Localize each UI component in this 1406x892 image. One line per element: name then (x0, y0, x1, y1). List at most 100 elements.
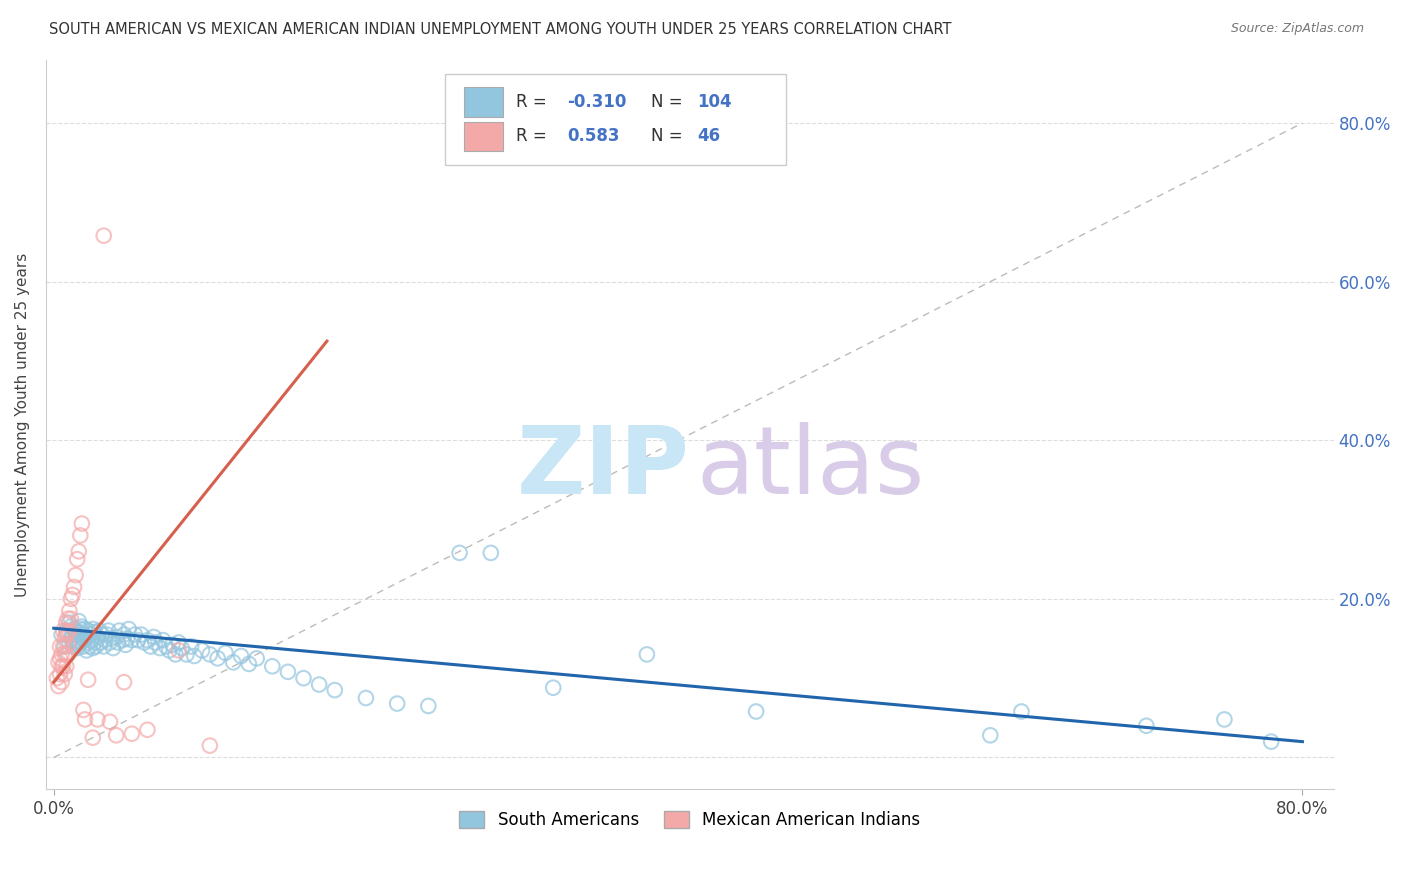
Point (72, 703, 94, 717)
Point (56, 648, 79, 662)
Point (56, 612, 79, 626)
Point (191, 643, 214, 657)
Point (58, 624, 80, 638)
Point (1135, 719, 1157, 733)
Point (418, 698, 440, 713)
Point (100, 632, 122, 646)
Point (277, 665, 299, 679)
Point (86, 630, 108, 644)
Point (80, 633, 103, 648)
Point (55, 624, 77, 638)
Point (745, 705, 768, 719)
Point (65, 624, 87, 638)
Point (67, 625, 90, 640)
Point (55, 648, 77, 662)
Text: -0.310: -0.310 (568, 93, 627, 111)
Point (229, 648, 252, 663)
FancyBboxPatch shape (464, 121, 503, 151)
Point (84, 640, 107, 654)
Point (111, 633, 134, 648)
Point (70, 516, 93, 531)
Point (167, 635, 190, 649)
Point (52, 659, 75, 673)
Point (48, 679, 70, 693)
Point (77, 635, 100, 649)
Point (77, 624, 100, 638)
Point (214, 646, 236, 660)
Point (87, 624, 110, 638)
Point (1011, 705, 1033, 719)
Point (385, 697, 408, 711)
Point (52, 640, 75, 654)
Point (53, 648, 76, 662)
Point (636, 648, 658, 662)
Point (292, 671, 315, 685)
Point (308, 677, 330, 691)
Point (167, 643, 190, 657)
Point (127, 633, 149, 648)
Point (121, 727, 143, 741)
Point (53, 640, 76, 654)
Text: Source: ZipAtlas.com: Source: ZipAtlas.com (1230, 22, 1364, 36)
Point (53, 667, 76, 681)
Point (112, 675, 135, 690)
Point (53, 632, 76, 646)
Point (121, 633, 143, 648)
Point (66, 627, 89, 641)
Point (63, 635, 86, 649)
Point (157, 643, 180, 657)
Point (52, 624, 75, 638)
Point (96, 627, 118, 641)
Point (72, 640, 94, 654)
Point (70, 632, 93, 646)
Point (63, 622, 86, 636)
Point (51, 627, 73, 641)
Point (139, 640, 162, 654)
Point (67, 544, 90, 558)
Point (112, 627, 135, 641)
Text: N =: N = (651, 128, 688, 145)
Point (62, 627, 84, 641)
Point (105, 728, 128, 742)
Point (170, 641, 193, 656)
Point (55, 659, 77, 673)
Point (51, 659, 73, 673)
Point (82, 622, 104, 636)
Point (1213, 713, 1236, 727)
Point (262, 659, 284, 673)
Point (198, 648, 221, 662)
Point (124, 627, 146, 641)
Text: ZIP: ZIP (517, 422, 690, 514)
Point (118, 622, 141, 636)
Point (77, 673, 100, 687)
Point (59, 591, 82, 606)
Point (180, 640, 202, 654)
Point (48, 656, 70, 670)
Point (165, 648, 187, 662)
Text: 0.583: 0.583 (568, 128, 620, 145)
Point (149, 641, 172, 656)
Point (323, 683, 346, 698)
Text: 104: 104 (697, 93, 733, 111)
Point (65, 633, 87, 648)
Point (49, 667, 72, 681)
Point (66, 641, 89, 656)
Point (107, 635, 129, 649)
Point (238, 657, 260, 671)
Y-axis label: Unemployment Among Youth under 25 years: Unemployment Among Youth under 25 years (15, 252, 30, 597)
Point (67, 638, 90, 652)
FancyBboxPatch shape (446, 74, 786, 165)
Point (63, 580, 86, 594)
Point (108, 624, 131, 638)
Point (73, 713, 96, 727)
Point (136, 633, 159, 648)
Point (93, 640, 115, 654)
Point (45, 671, 67, 685)
Point (76, 643, 98, 657)
Point (59, 632, 82, 646)
Point (55, 627, 77, 641)
Point (76, 630, 98, 644)
Point (91, 627, 114, 641)
Point (56, 638, 79, 652)
Text: R =: R = (516, 128, 553, 145)
